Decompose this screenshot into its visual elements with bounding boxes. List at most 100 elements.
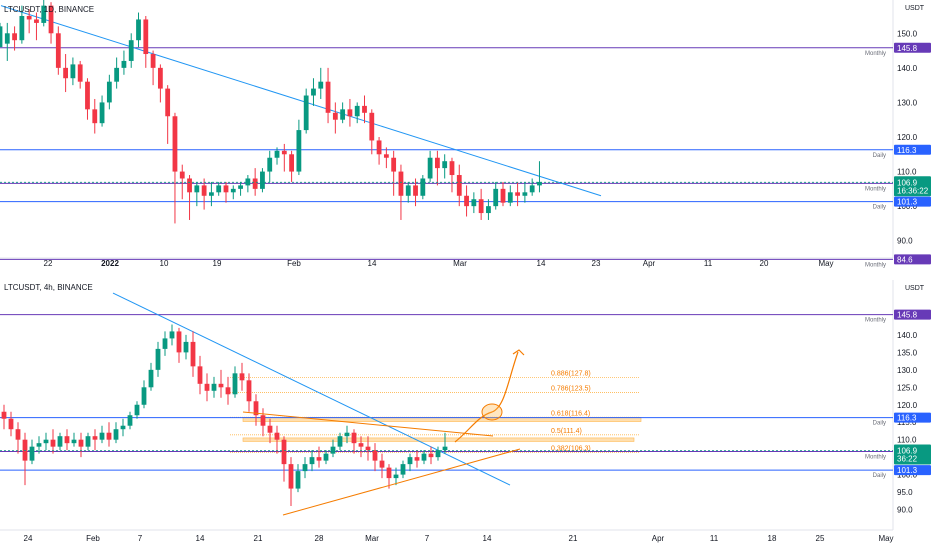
candle-body — [194, 185, 200, 193]
candle-body — [311, 88, 316, 96]
level-tag: Monthly — [865, 318, 886, 324]
candle-body — [318, 81, 324, 89]
x-tick-label: 18 — [768, 534, 777, 543]
x-tick-label: 10 — [160, 259, 169, 268]
candle-body — [216, 185, 222, 193]
level-badge-bg — [894, 42, 931, 53]
x-tick-label: Apr — [652, 534, 665, 543]
candle-body — [106, 432, 112, 440]
y-tick-label: 120.0 — [897, 133, 918, 142]
fib-level-label: 0.618(116.4) — [551, 410, 590, 417]
level-badge-text: 116.3 — [897, 414, 917, 423]
level-badge-bg — [894, 465, 931, 476]
y-tick-label: 150.0 — [897, 29, 918, 38]
level-price-badge: 84.6 — [894, 254, 931, 265]
candle-body — [187, 178, 192, 193]
candle-body — [500, 188, 506, 203]
candle-body — [8, 418, 14, 430]
y-tick-label: 135.0 — [897, 348, 918, 357]
x-tick-label: 23 — [592, 259, 601, 268]
last-price-text: 106.9 — [897, 178, 918, 187]
candle-body — [413, 185, 418, 196]
candle-body — [369, 112, 375, 141]
candle-body — [347, 109, 353, 117]
x-tick-label: Apr — [643, 259, 656, 268]
unit-label: USDT — [905, 5, 925, 12]
target-circle — [481, 403, 503, 421]
candle-body — [197, 366, 203, 384]
candle-body — [150, 54, 156, 68]
candle-body — [41, 5, 47, 23]
candle-body — [128, 40, 134, 61]
candle-body — [464, 195, 469, 207]
supply-zone — [242, 437, 635, 442]
candle-body — [246, 380, 252, 402]
candle-body — [471, 199, 477, 207]
x-tick-label: 14 — [196, 534, 205, 543]
candle-body — [296, 130, 302, 172]
candle-body — [260, 171, 265, 189]
candle-body — [386, 467, 392, 479]
level-badge-bg — [894, 254, 931, 265]
y-tick-label: 120.0 — [897, 401, 918, 410]
candle-body — [155, 348, 161, 370]
candle-body — [316, 457, 322, 461]
candle-body — [57, 436, 63, 447]
y-tick-label: 90.0 — [897, 506, 913, 515]
x-tick-label: 28 — [315, 534, 324, 543]
candle-body — [302, 464, 308, 472]
level-badge-bg — [894, 412, 931, 423]
x-tick-label: 20 — [760, 259, 769, 268]
candle-body — [176, 331, 182, 353]
candle-body — [99, 102, 105, 124]
level-badge-text: 145.8 — [897, 311, 918, 320]
x-tick-label: Feb — [287, 259, 301, 268]
candle-body — [136, 19, 141, 41]
candle-body — [12, 33, 17, 41]
level-price-badge: 145.8 — [894, 309, 931, 320]
candle-body — [127, 415, 133, 426]
chart-title-4h: LTCUSDT, 4h, BINANCE — [4, 283, 93, 292]
level-badge-text: 145.8 — [897, 44, 918, 53]
candle-body — [230, 188, 236, 193]
candle-body — [393, 474, 399, 479]
last-price-bg — [894, 176, 931, 197]
candle-body — [435, 450, 441, 458]
trendline — [0, 5, 602, 197]
candle-body — [77, 64, 83, 82]
wedge-support-line — [282, 448, 521, 516]
level-price-badge: 116.3 — [894, 412, 931, 423]
candle-body — [295, 471, 301, 489]
level-badge-bg — [894, 309, 931, 320]
x-tick-label: Mar — [365, 534, 379, 543]
candle-body — [43, 439, 49, 444]
candle-body — [267, 157, 273, 172]
candle-body — [50, 439, 56, 447]
level-tag: Daily — [873, 153, 886, 159]
y-tick-label: 125.0 — [897, 383, 918, 392]
countdown-text: 16:36:22 — [897, 186, 929, 195]
candle-body — [537, 181, 542, 186]
candle-body — [274, 432, 280, 440]
candle-body — [1, 411, 7, 419]
level-tag: Daily — [873, 205, 886, 211]
candle-body — [15, 429, 21, 440]
x-tick-label: 22 — [44, 259, 53, 268]
candle-body — [245, 178, 251, 186]
y-tick-label: 110.0 — [897, 436, 917, 445]
candle-body — [232, 373, 238, 395]
candle-body — [134, 404, 140, 416]
candle-body — [442, 161, 448, 169]
candle-body — [376, 140, 382, 155]
candle-body — [64, 436, 70, 444]
candle-body — [486, 206, 491, 214]
candles-group — [1, 324, 448, 507]
candle-body — [121, 60, 127, 68]
candle-body — [435, 157, 440, 169]
x-tick-label: 7 — [425, 534, 430, 543]
candle-body — [201, 185, 207, 196]
candle-body — [55, 33, 61, 68]
candle-body — [267, 425, 273, 433]
candle-body — [71, 439, 77, 444]
